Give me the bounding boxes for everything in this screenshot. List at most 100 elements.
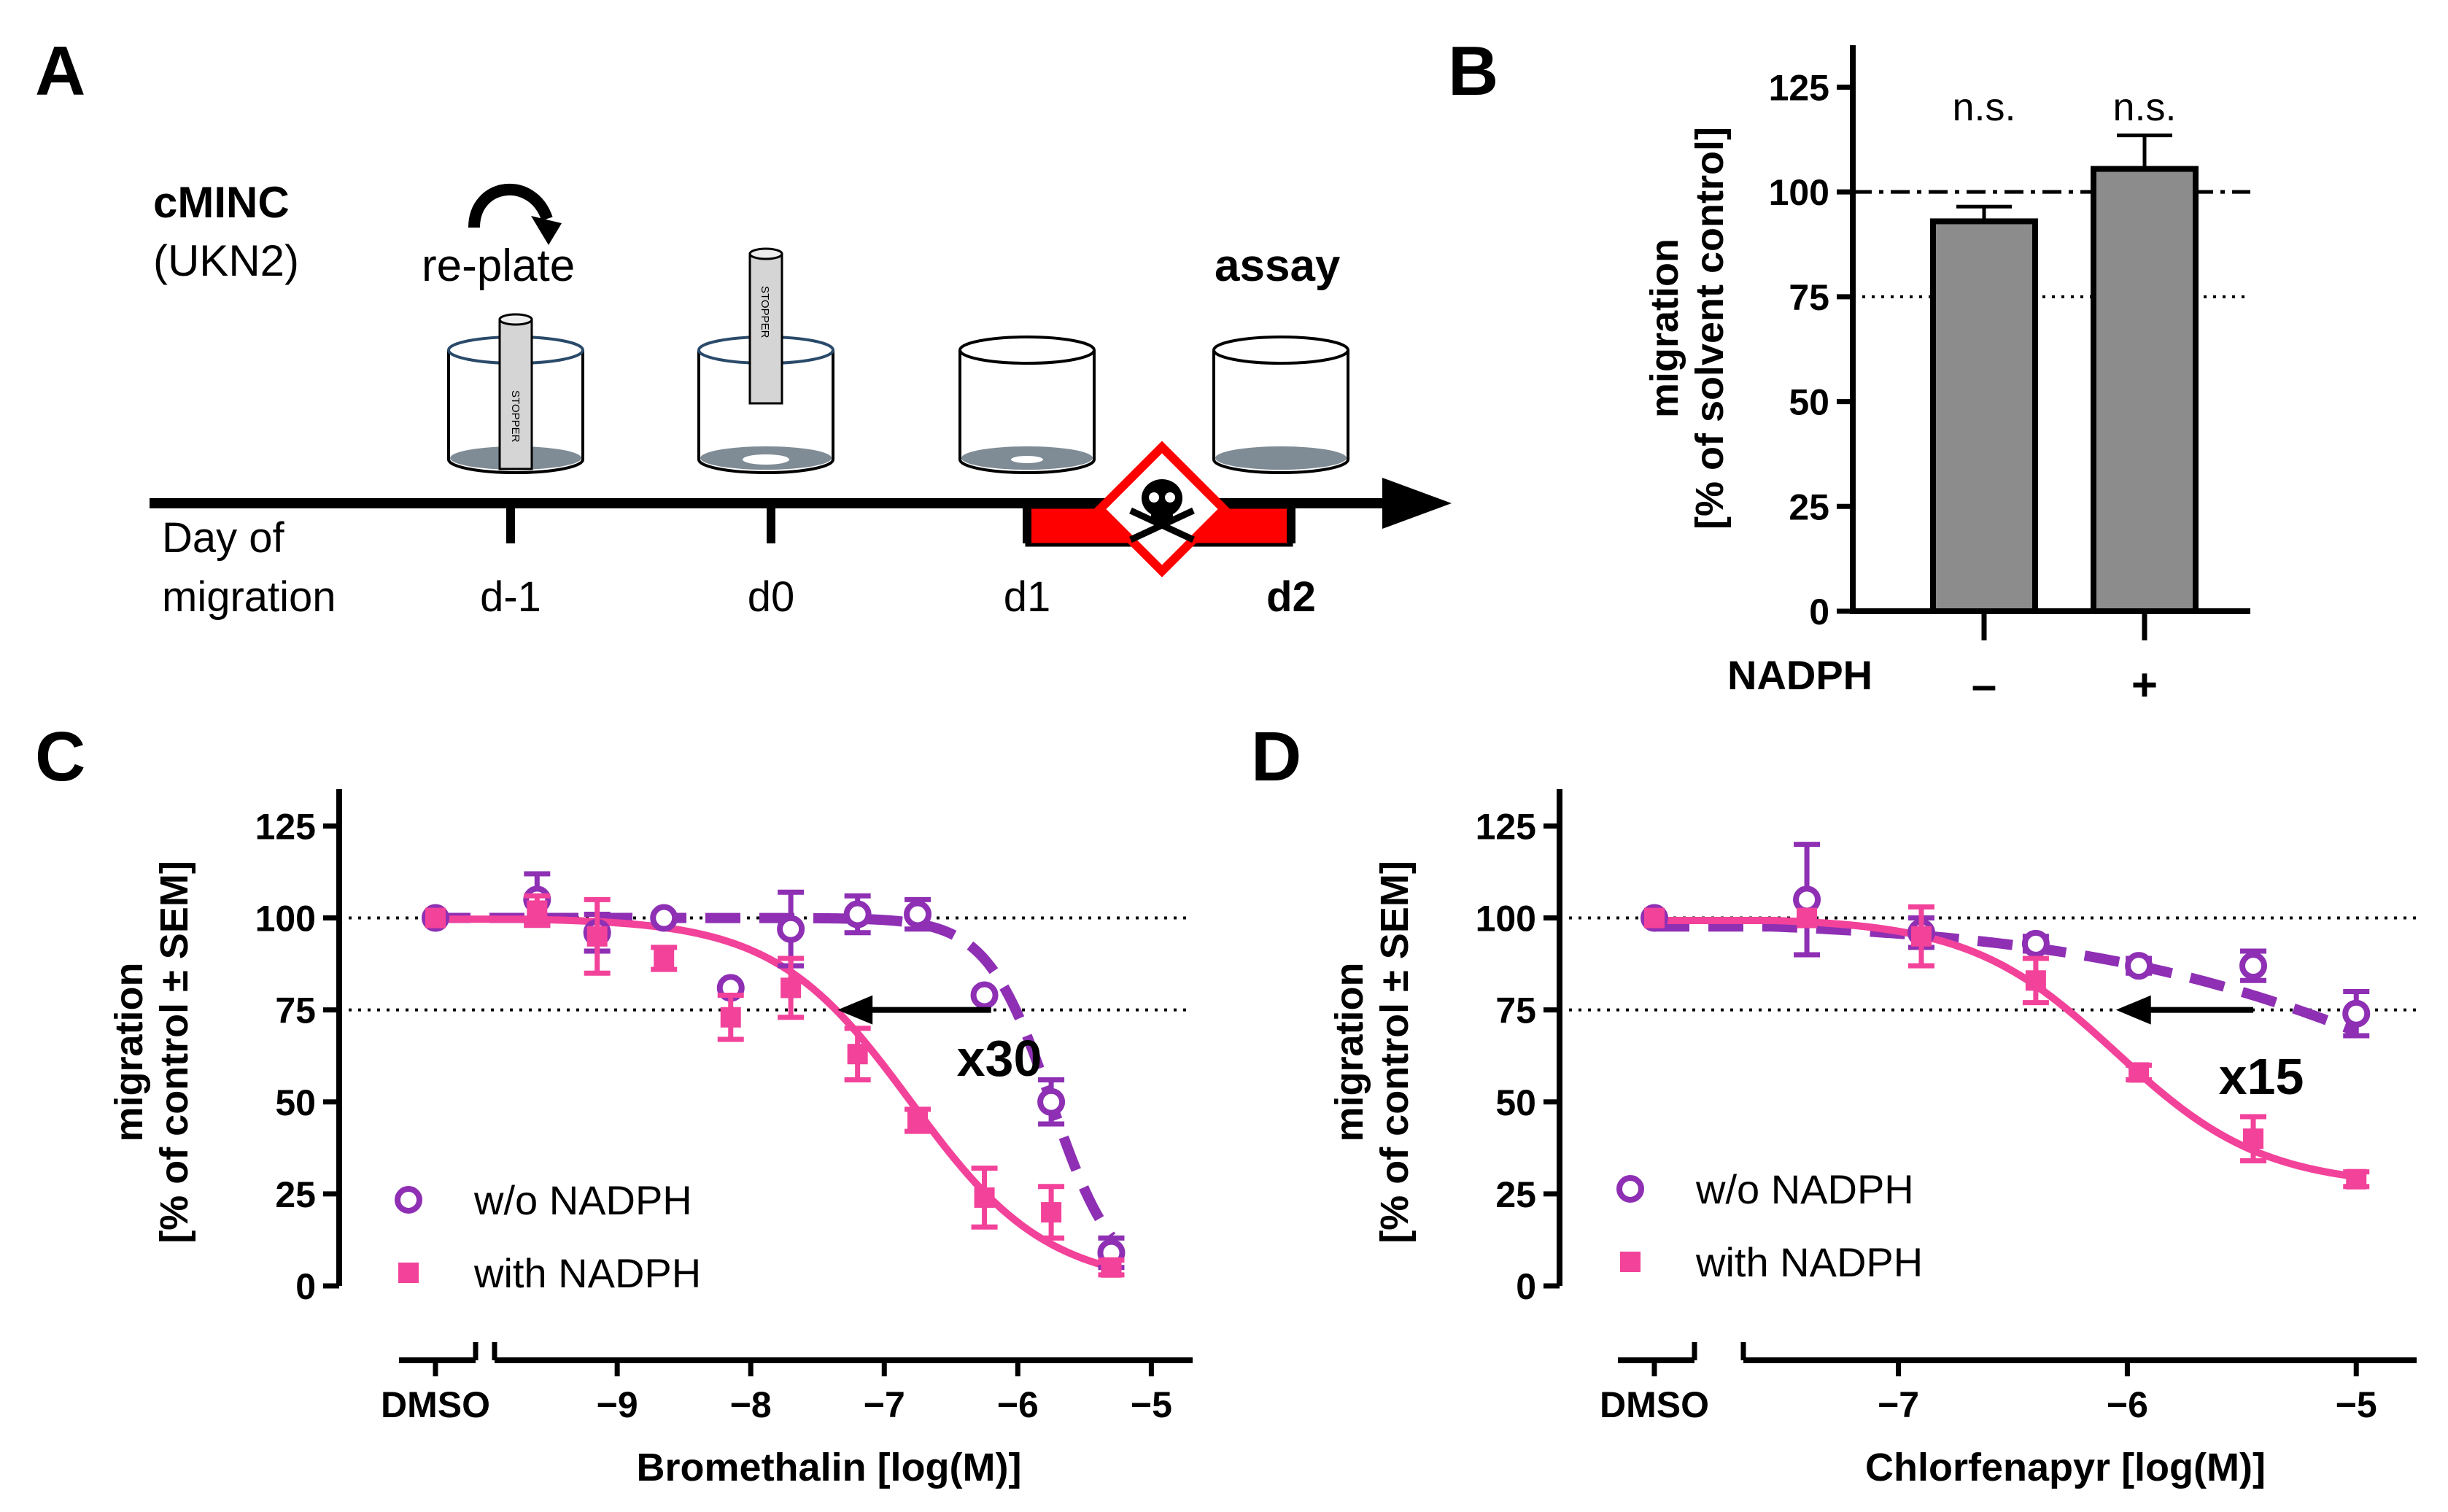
day-label: d-1 <box>480 573 541 621</box>
legend-label-without-nadph: w/o NADPH <box>473 1177 692 1223</box>
y-tick-label: 125 <box>1769 67 1829 108</box>
timeline-title-line2: migration <box>162 573 336 621</box>
x-tick-label: −7 <box>1878 1384 1919 1425</box>
stopper-icon <box>498 318 533 470</box>
fit-curve-with-nadph <box>1654 917 2357 1181</box>
well-d-1: STOPPER <box>447 313 584 474</box>
data-point-with-nadph <box>781 977 802 999</box>
legend-label-with-nadph: with NADPH <box>473 1250 701 1296</box>
fit-curve-without-nadph <box>1654 921 2358 1036</box>
panel-c: C 0 25 50 75 100 125 migration [% of control ± … <box>35 718 1193 1489</box>
data-point-without-nadph <box>970 981 999 1009</box>
stopper-lifted-icon <box>748 252 783 405</box>
shift-arrowhead-icon <box>2115 995 2151 1025</box>
y-tick-label: 0 <box>1809 592 1829 632</box>
fit-curve-with-nadph <box>435 915 1112 1271</box>
x-axis-title: NADPH <box>1727 652 1872 698</box>
data-point-with-nadph <box>1041 1202 1062 1223</box>
y-tick-label: 50 <box>1789 382 1829 423</box>
replate-label: re-plate <box>422 241 575 291</box>
data-point-without-nadph <box>1037 1088 1066 1116</box>
y-tick-label: 100 <box>1476 899 1536 939</box>
panel-letter-c: C <box>35 718 85 796</box>
data-point-with-nadph <box>2025 970 2046 991</box>
data-point-without-nadph <box>2342 999 2371 1028</box>
y-tick-label: 25 <box>275 1174 316 1215</box>
x-tick-label: −7 <box>864 1384 905 1425</box>
legend-marker-with-nadph <box>1620 1252 1641 1272</box>
curved-arrow-icon <box>468 183 553 228</box>
data-point-with-nadph <box>847 1044 868 1065</box>
fold-shift-label: x15 <box>2219 1048 2304 1105</box>
y-tick-label: 25 <box>1495 1174 1536 1215</box>
timeline-arrow-icon <box>1382 478 1452 529</box>
x-axis-title: Bromethalin [log(M)] <box>637 1446 1022 1489</box>
legend-label-without-nadph: w/o NADPH <box>1695 1166 1914 1212</box>
y-tick-label: 100 <box>255 899 316 939</box>
y-tick-label: 75 <box>1789 277 1829 318</box>
data-point-with-nadph <box>586 926 608 947</box>
data-point-without-nadph <box>2125 952 2153 980</box>
data-point-with-nadph <box>720 1007 741 1028</box>
x-control-label: DMSO <box>1600 1384 1709 1425</box>
data-point-without-nadph <box>2239 952 2268 980</box>
well-d1 <box>958 336 1096 474</box>
x-tick-label: −5 <box>2336 1384 2377 1425</box>
stopper-text-lifted: STOPPER <box>759 286 771 338</box>
x-tick-label: −6 <box>997 1384 1039 1425</box>
data-point-without-nadph <box>1793 885 1821 914</box>
data-point-with-nadph <box>907 1110 929 1131</box>
y-tick-label: 50 <box>1495 1082 1536 1123</box>
x-tick-label: −9 <box>597 1384 638 1425</box>
cell-name: cMINC <box>153 178 290 227</box>
fit-curve-without-nadph <box>435 912 1116 1240</box>
panel-letter-d: D <box>1251 718 1301 796</box>
data-point-without-nadph <box>777 915 805 943</box>
data-point-with-nadph <box>654 948 675 969</box>
y-axis-title-line1: migration <box>107 962 151 1141</box>
x-tick-label: −6 <box>2107 1384 2148 1425</box>
dose-response-chart-chlorfenapyr: 0 25 50 75 100 125 migration [% of control ± SE… <box>1328 789 2417 1489</box>
stopper-text: STOPPER <box>509 390 522 443</box>
y-axis-title-line2: [% of control ± SEM] <box>152 861 196 1244</box>
bar <box>1930 218 2038 614</box>
y-tick-label: 125 <box>255 806 316 847</box>
bar <box>2091 166 2199 614</box>
y-axis-title-line1: migration <box>1328 962 1371 1141</box>
shift-arrowhead-icon <box>837 995 873 1025</box>
x-control-label: DMSO <box>381 1384 490 1425</box>
data-point-with-nadph <box>974 1187 995 1208</box>
y-axis-title-line1: migration <box>1643 239 1686 418</box>
bar-chart: 0 25 50 75 100 125 migration [% of solvent cont… <box>1643 45 2250 710</box>
legend-marker-without-nadph <box>1616 1175 1644 1203</box>
data-point-with-nadph <box>1910 926 1932 947</box>
day-label: d0 <box>748 573 795 621</box>
significance-label: n.s. <box>2112 85 2176 129</box>
y-tick-label: 125 <box>1476 806 1536 847</box>
data-point-without-nadph <box>650 904 678 932</box>
y-tick-label: 75 <box>275 990 316 1031</box>
day-label: d2 <box>1266 573 1316 621</box>
x-axis-title: Chlorfenapyr [log(M)] <box>1865 1446 2266 1489</box>
panel-letter-a: A <box>35 32 85 110</box>
data-point-without-nadph <box>2021 929 2050 958</box>
well-d2 <box>1212 336 1349 474</box>
data-point-without-nadph <box>843 900 872 928</box>
y-axis-title-line2: [% of solvent control] <box>1688 127 1732 530</box>
y-tick-label: 0 <box>1516 1266 1536 1307</box>
dose-response-chart-bromethalin: 0 25 50 75 100 125 migration [% of control ± SE… <box>107 789 1193 1489</box>
panel-a: A cMINC (UKN2) re-plate assay STOPPER ST… <box>35 32 1452 621</box>
cell-line: (UKN2) <box>153 236 299 285</box>
y-tick-label: 75 <box>1495 990 1536 1031</box>
x-category-label: + <box>2131 660 2158 710</box>
panel-b: B 0 25 50 75 100 125 migration [% of solvent co… <box>1448 32 2250 710</box>
curved-arrow-head-icon <box>531 216 562 245</box>
y-axis-title-line2: [% of control ± SEM] <box>1373 861 1417 1244</box>
panel-d: D 0 25 50 75 100 125 migration [% of control ± … <box>1251 718 2417 1489</box>
x-tick-label: −8 <box>730 1384 772 1425</box>
x-category-label: – <box>1972 660 1996 710</box>
data-point-with-nadph <box>2129 1062 2150 1083</box>
assay-label: assay <box>1215 241 1341 291</box>
day-label: d1 <box>1004 573 1051 621</box>
